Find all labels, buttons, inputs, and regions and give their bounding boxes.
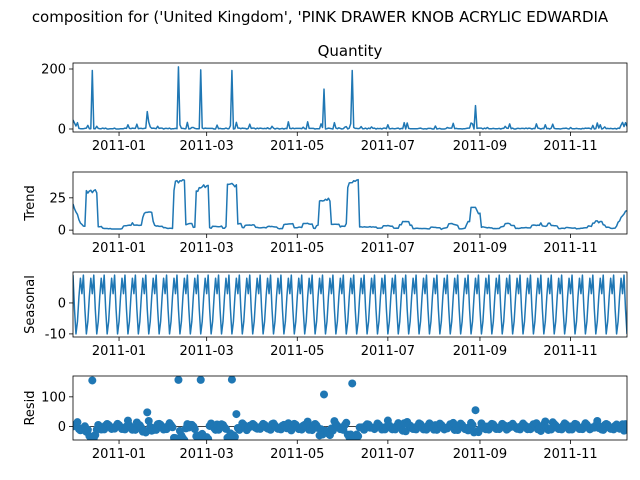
x-tick-label: 2011-05 [270,447,324,462]
y-axis-label: Trend [23,185,38,222]
panel-2: 2011-01 2011-03 2011-05 2011-07 2011-09 2011-… [23,171,628,256]
y-tick-label: 0 [58,420,66,435]
resid-point [468,420,477,429]
resid-point [401,427,410,436]
x-tick-label: 2011-09 [453,447,507,462]
x-tick-label: 2011-01 [92,241,146,256]
series-line [73,178,627,231]
resid-point [227,376,236,384]
resid-point [190,425,199,434]
x-tick-label: 2011-01 [92,139,146,154]
y-tick-label: 25 [49,191,66,206]
x-tick-label: 2011-11 [543,241,597,256]
resid-point [204,435,213,440]
panel-1: 2011-01 2011-03 2011-05 2011-07 2011-09 2011-… [41,42,628,154]
x-tick-label: 2011-07 [361,447,415,462]
plot-area [73,66,627,130]
resid-point [342,418,351,427]
axes-frame [72,62,628,133]
resid-point [541,417,550,426]
axes-frame [72,375,628,441]
y-tick-label: 100 [41,390,66,405]
resid-point [230,432,239,440]
panel-4: 2011-01 2011-03 2011-05 2011-07 2011-09 2011-… [23,375,628,462]
x-tick-label: 2011-09 [453,344,507,359]
series-line [73,66,627,130]
resid-point [83,425,92,434]
x-tick-label: 2011-09 [453,241,507,256]
resid-point [232,410,241,419]
resid-point [88,376,97,385]
y-tick-label: 200 [41,63,66,78]
plot-area [73,274,627,335]
resid-point [348,379,357,388]
y-axis-label: Resid [23,390,38,425]
resid-point [174,376,183,384]
y-axis-label: Seasonal [23,275,38,334]
series-line [73,274,627,335]
x-tick-label: 2011-07 [361,241,415,256]
x-tick-label: 2011-05 [270,139,324,154]
x-tick-label: 2011-07 [361,344,415,359]
x-tick-label: 2011-11 [543,139,597,154]
y-tick-label: 0 [58,224,66,239]
panel-title: Quantity [318,42,383,60]
resid-point [180,436,189,440]
resid-point [354,432,363,440]
resid-point [143,408,152,417]
x-tick-label: 2011-11 [543,344,597,359]
resid-point [623,421,627,430]
x-tick-label: 2011-01 [92,447,146,462]
y-tick-label: -10 [45,327,66,342]
x-tick-label: 2011-03 [180,139,234,154]
x-tick-label: 2011-09 [453,139,507,154]
plot-area [73,178,627,231]
y-tick-label: 0 [58,296,66,311]
resid-point [168,423,177,432]
resid-point [471,406,480,415]
x-tick-label: 2011-03 [180,241,234,256]
resid-point [196,376,205,384]
resid-point [320,390,329,399]
axes-frame [72,271,628,338]
x-tick-label: 2011-03 [180,447,234,462]
x-tick-label: 2011-11 [543,447,597,462]
x-tick-label: 2011-03 [180,344,234,359]
figure-title: composition for ('United Kingdom', 'PINK… [32,8,609,26]
resid-point [303,417,312,426]
panel-3: 2011-01 2011-03 2011-05 2011-07 2011-09 2011-… [23,271,628,359]
plot-area [73,376,627,440]
y-tick-label: 0 [58,123,66,138]
x-tick-label: 2011-01 [92,344,146,359]
x-tick-label: 2011-05 [270,344,324,359]
resid-point [73,418,82,427]
axes-frame [72,171,628,235]
x-tick-label: 2011-05 [270,241,324,256]
x-tick-label: 2011-07 [361,139,415,154]
